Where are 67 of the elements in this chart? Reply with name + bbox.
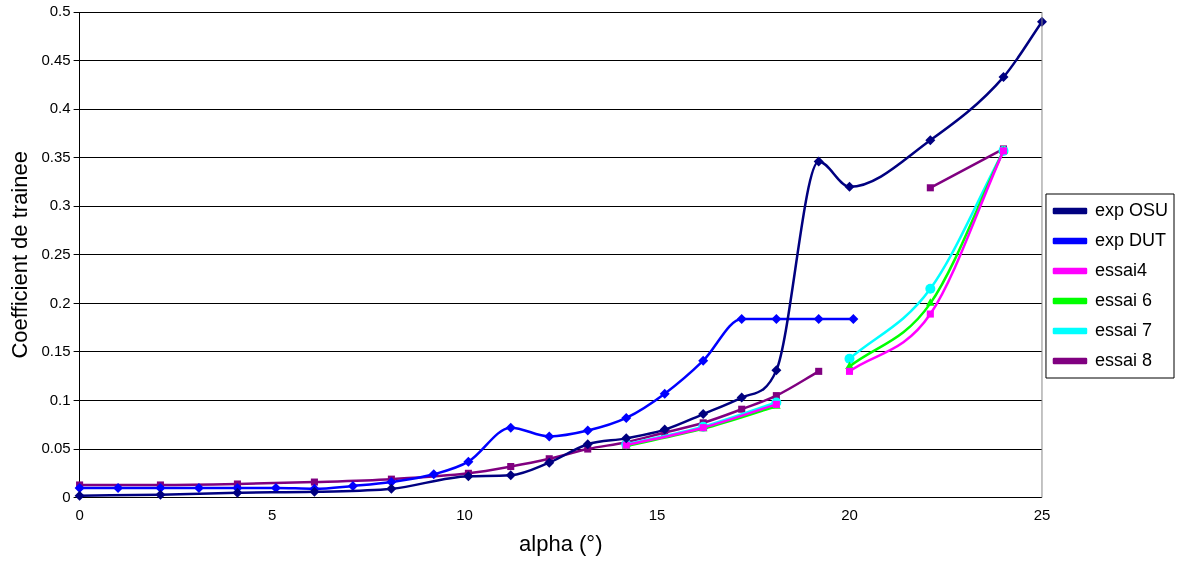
legend-label: essai4 — [1094, 259, 1147, 280]
point — [771, 313, 782, 324]
legend-label: essai 6 — [1094, 289, 1153, 310]
point — [925, 135, 936, 146]
legend-label: exp OSU — [1094, 199, 1168, 220]
x-tick-label: 0 — [75, 505, 84, 523]
point — [544, 431, 555, 442]
y-tick-label: 0.4 — [49, 99, 71, 117]
point — [582, 425, 593, 436]
point — [621, 412, 632, 423]
point — [386, 483, 397, 494]
point — [155, 489, 166, 500]
x-tick-label: 15 — [648, 505, 666, 523]
point — [74, 490, 85, 501]
point — [813, 156, 824, 167]
x-tick-label: 25 — [1033, 505, 1051, 523]
point — [736, 313, 747, 324]
y-tick-label: 0 — [62, 487, 71, 505]
y-tick-label: 0.5 — [49, 2, 71, 20]
y-tick-label: 0.25 — [41, 244, 71, 262]
point — [347, 480, 358, 491]
point — [659, 424, 670, 435]
point — [844, 181, 855, 192]
y-tick-label: 0.45 — [41, 50, 71, 68]
x-tick-label: 20 — [841, 505, 858, 523]
point — [813, 313, 824, 324]
point — [74, 482, 85, 493]
point — [848, 313, 859, 324]
point — [155, 482, 166, 493]
x-tick-label: 5 — [267, 505, 277, 523]
point — [582, 439, 593, 450]
y-tick-label: 0.05 — [41, 439, 71, 457]
point — [463, 456, 474, 467]
point — [463, 471, 474, 482]
y-tick-label: 0.35 — [41, 147, 71, 165]
point — [621, 433, 632, 444]
y-tick-label: 0.3 — [49, 196, 71, 214]
y-tick-label: 0.15 — [41, 342, 71, 360]
point — [505, 422, 516, 433]
point — [736, 392, 747, 403]
point — [738, 405, 746, 413]
x-axis-title: alpha (°) — [519, 530, 603, 556]
point — [659, 388, 670, 399]
point — [428, 469, 439, 480]
legend-label: exp DUT — [1094, 229, 1166, 250]
point — [845, 367, 854, 375]
point — [544, 457, 555, 468]
point — [310, 478, 318, 486]
point — [926, 298, 935, 306]
point — [844, 353, 855, 364]
point — [815, 367, 823, 375]
point — [698, 409, 709, 420]
y-axis-title: Coefficient de trainee — [7, 151, 33, 359]
point — [232, 487, 243, 498]
point — [505, 470, 516, 481]
point — [507, 462, 515, 471]
y-tick-label: 0.1 — [49, 390, 71, 408]
point — [926, 310, 934, 318]
legend-label: essai 7 — [1094, 319, 1153, 340]
legend-label: essai 8 — [1094, 349, 1153, 370]
point — [925, 283, 936, 294]
y-tick-label: 0.2 — [49, 293, 71, 311]
point — [698, 355, 709, 366]
point — [998, 72, 1009, 83]
point — [771, 365, 782, 376]
point — [926, 184, 934, 192]
x-tick-label: 10 — [456, 505, 473, 523]
